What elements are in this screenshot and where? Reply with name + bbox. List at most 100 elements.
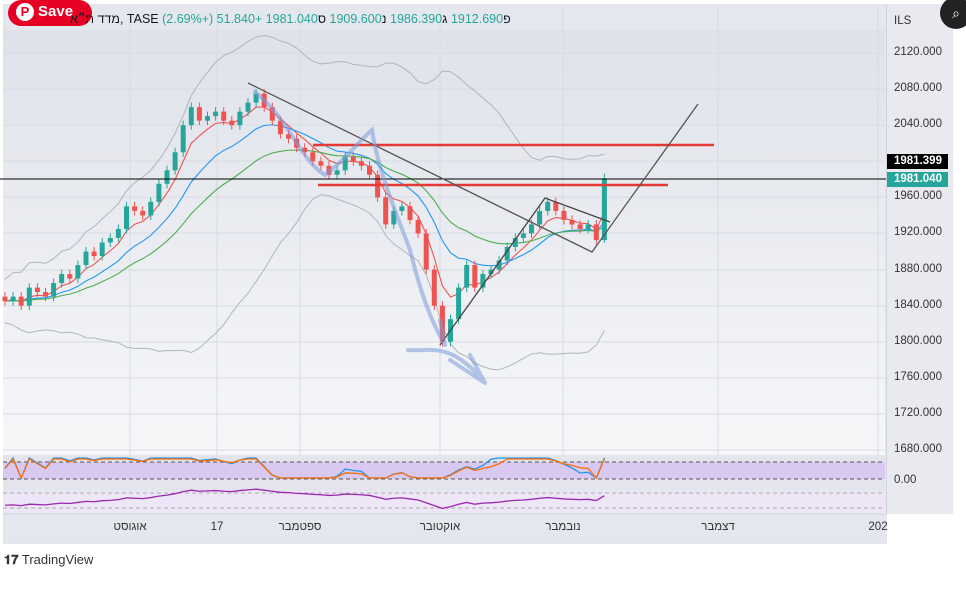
price-tick: 2040.000 (894, 118, 942, 131)
candle[interactable] (504, 246, 510, 261)
candle[interactable] (407, 206, 413, 220)
pinterest-icon: P (16, 3, 34, 21)
candle[interactable] (99, 242, 105, 257)
symbol-legend: מדד ת״א, TASE פ1912.690 ג1986.390 נ1909.… (70, 12, 511, 26)
candle[interactable] (399, 206, 405, 211)
candle[interactable] (156, 183, 162, 202)
save-button[interactable]: P Save (8, 0, 92, 26)
candle[interactable] (10, 296, 16, 302)
candle[interactable] (415, 219, 421, 234)
price-plot[interactable] (0, 0, 886, 515)
candle[interactable] (91, 251, 97, 257)
candle[interactable] (545, 201, 551, 211)
candle[interactable] (51, 283, 57, 297)
candle[interactable] (520, 233, 526, 238)
candle[interactable] (43, 292, 48, 297)
candle[interactable] (83, 251, 89, 266)
candle[interactable] (277, 120, 283, 135)
candle[interactable] (132, 206, 138, 211)
candle[interactable] (593, 224, 599, 241)
candle[interactable] (2, 296, 8, 302)
crosshair-price-label: 1981.399 (887, 154, 948, 169)
open-value: 1912.690 (450, 12, 504, 26)
tradingview-logo[interactable]: 𝟏𝟕 TradingView (4, 552, 94, 567)
bollinger-lower (4, 194, 605, 371)
candle[interactable] (569, 219, 575, 225)
candle[interactable] (537, 210, 543, 225)
candle[interactable] (472, 265, 478, 288)
candle[interactable] (480, 274, 486, 288)
ema-fast-line (4, 106, 605, 303)
change-value: +51.840 (+2.69%) (162, 12, 263, 26)
candle[interactable] (269, 107, 275, 121)
price-tick: 2120.000 (894, 46, 942, 58)
candle[interactable] (577, 224, 583, 229)
zoom-search-icon[interactable]: ⌕ (940, 0, 966, 29)
time-tick: ספטמבר (278, 521, 322, 533)
candle[interactable] (229, 120, 235, 126)
candle[interactable] (172, 152, 178, 171)
price-tick: 1840.000 (894, 298, 942, 311)
candle[interactable] (213, 111, 219, 117)
candle[interactable] (115, 228, 121, 238)
candle[interactable] (205, 116, 210, 121)
candle[interactable] (59, 274, 65, 284)
candle[interactable] (245, 102, 251, 112)
candle[interactable] (67, 274, 73, 279)
candle[interactable] (488, 269, 494, 275)
candle[interactable] (383, 197, 389, 225)
bollinger-upper (4, 35, 605, 280)
candle[interactable] (148, 201, 154, 216)
hand-drawn-arrow (253, 90, 487, 385)
candle[interactable] (188, 107, 194, 126)
osc-tick: 0.00 (894, 474, 917, 486)
time-tick: דצמבר (701, 521, 735, 533)
candle[interactable] (342, 156, 348, 171)
candle[interactable] (286, 134, 291, 139)
price-tick: 1880.000 (894, 262, 942, 275)
candle[interactable] (423, 233, 429, 270)
candle[interactable] (367, 165, 372, 175)
stoch-d-line (4, 457, 605, 480)
candle[interactable] (431, 269, 437, 306)
candle[interactable] (318, 161, 324, 166)
candle[interactable] (512, 237, 518, 247)
candle[interactable] (253, 93, 259, 103)
candle[interactable] (358, 161, 364, 166)
price-tick: 1760.000 (894, 370, 942, 383)
candle[interactable] (196, 107, 202, 121)
candle[interactable] (124, 206, 129, 229)
candle[interactable] (302, 147, 308, 153)
candle[interactable] (180, 125, 186, 153)
candle[interactable] (601, 178, 607, 241)
candle[interactable] (553, 201, 559, 211)
candle[interactable] (164, 170, 170, 184)
time-tick: אוגוסט (113, 521, 147, 533)
price-tick: 1960.000 (894, 190, 942, 203)
candle[interactable] (529, 224, 534, 234)
candle[interactable] (18, 296, 24, 306)
candle[interactable] (561, 210, 567, 220)
candle[interactable] (496, 260, 502, 270)
price-tick: 1800.000 (894, 334, 942, 347)
candle[interactable] (26, 287, 32, 306)
price-tick: 1920.000 (894, 226, 942, 239)
candle[interactable] (75, 265, 81, 279)
candle[interactable] (107, 237, 113, 243)
candle[interactable] (310, 152, 316, 162)
candle[interactable] (221, 111, 227, 121)
candle[interactable] (456, 287, 462, 320)
candle[interactable] (585, 224, 591, 229)
price-axis[interactable] (886, 4, 953, 514)
rsi-line (4, 488, 605, 510)
candle[interactable] (350, 156, 356, 162)
candle[interactable] (237, 111, 243, 126)
candle[interactable] (334, 170, 340, 175)
triangle-drawing[interactable] (439, 197, 611, 346)
candle[interactable] (34, 287, 40, 293)
candle[interactable] (140, 210, 146, 216)
time-tick: 202 (868, 521, 888, 533)
candle[interactable] (391, 210, 397, 225)
candle[interactable] (464, 265, 470, 288)
